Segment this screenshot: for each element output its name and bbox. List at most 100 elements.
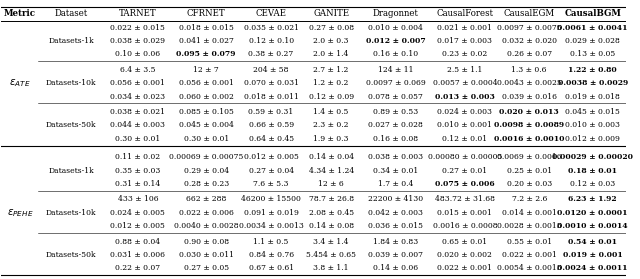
Text: 0.28 ± 0.23: 0.28 ± 0.23 [184,180,229,188]
Text: 6.23 ± 1.92: 6.23 ± 1.92 [568,195,617,203]
Text: 0.0040 ± 0.0028: 0.0040 ± 0.0028 [174,222,239,230]
Text: 0.019 ± 0.001: 0.019 ± 0.001 [563,251,623,259]
Text: 0.27 ± 0.04: 0.27 ± 0.04 [248,167,294,175]
Text: 0.22 ± 0.07: 0.22 ± 0.07 [115,264,161,272]
Text: Datasets-10k: Datasets-10k [46,79,96,87]
Text: 2.0 ± 1.4: 2.0 ± 1.4 [314,50,349,59]
Text: 0.23 ± 0.02: 0.23 ± 0.02 [442,50,488,59]
Text: 0.034 ± 0.023: 0.034 ± 0.023 [110,93,166,101]
Text: 0.021 ± 0.001: 0.021 ± 0.001 [437,24,492,32]
Text: 0.90 ± 0.08: 0.90 ± 0.08 [184,237,228,246]
Text: GANITE: GANITE [313,9,349,18]
Text: 0.018 ± 0.015: 0.018 ± 0.015 [179,24,234,32]
Text: 0.020 ± 0.002: 0.020 ± 0.002 [437,251,492,259]
Text: 0.12 ± 0.09: 0.12 ± 0.09 [308,93,354,101]
Text: 0.0024 ± 0.0011: 0.0024 ± 0.0011 [557,264,628,272]
Text: 0.12 ± 0.01: 0.12 ± 0.01 [442,135,488,143]
Text: 0.00080 ± 0.00005: 0.00080 ± 0.00005 [428,153,502,161]
Text: 78.7 ± 26.8: 78.7 ± 26.8 [308,195,354,203]
Text: 1.2 ± 0.2: 1.2 ± 0.2 [314,79,349,87]
Text: 0.035 ± 0.021: 0.035 ± 0.021 [244,24,299,32]
Text: CEVAE: CEVAE [255,9,287,18]
Text: 0.056 ± 0.001: 0.056 ± 0.001 [111,79,165,87]
Text: $\epsilon_{ATE}$: $\epsilon_{ATE}$ [9,77,31,89]
Text: 0.0097 ± 0.0075: 0.0097 ± 0.0075 [497,24,561,32]
Text: 0.022 ± 0.015: 0.022 ± 0.015 [111,24,165,32]
Text: 0.26 ± 0.07: 0.26 ± 0.07 [507,50,552,59]
Text: 0.59 ± 0.31: 0.59 ± 0.31 [248,108,294,116]
Text: 0.0061 ± 0.0041: 0.0061 ± 0.0041 [557,24,628,32]
Text: 124 ± 11: 124 ± 11 [378,66,413,74]
Text: 0.20 ± 0.03: 0.20 ± 0.03 [507,180,552,188]
Text: 0.55 ± 0.01: 0.55 ± 0.01 [507,237,552,246]
Text: 1.9 ± 0.3: 1.9 ± 0.3 [314,135,349,143]
Text: 0.38 ± 0.27: 0.38 ± 0.27 [248,50,294,59]
Text: 0.060 ± 0.002: 0.060 ± 0.002 [179,93,234,101]
Text: 0.0043 ± 0.0025: 0.0043 ± 0.0025 [497,79,562,87]
Text: 7.2 ± 2.6: 7.2 ± 2.6 [511,195,547,203]
Text: 0.84 ± 0.76: 0.84 ± 0.76 [248,251,294,259]
Text: 46200 ± 15500: 46200 ± 15500 [241,195,301,203]
Text: Datasets-1k: Datasets-1k [48,37,94,45]
Text: 0.017 ± 0.003: 0.017 ± 0.003 [437,37,492,45]
Text: Dataset: Dataset [54,9,88,18]
Text: 0.029 ± 0.028: 0.029 ± 0.028 [565,37,620,45]
Text: 0.34 ± 0.01: 0.34 ± 0.01 [373,167,418,175]
Text: 1.84 ± 0.83: 1.84 ± 0.83 [373,237,418,246]
Text: 0.012 ± 0.009: 0.012 ± 0.009 [565,135,620,143]
Text: 0.030 ± 0.011: 0.030 ± 0.011 [179,251,234,259]
Text: 0.010 ± 0.004: 0.010 ± 0.004 [368,24,423,32]
Text: 0.013 ± 0.003: 0.013 ± 0.003 [435,93,495,101]
Text: 0.88 ± 0.04: 0.88 ± 0.04 [115,237,161,246]
Text: 0.16 ± 0.10: 0.16 ± 0.10 [373,50,418,59]
Text: 0.078 ± 0.057: 0.078 ± 0.057 [368,93,423,101]
Text: 0.35 ± 0.03: 0.35 ± 0.03 [115,167,161,175]
Text: Datasets-10k: Datasets-10k [46,209,96,217]
Text: CFRNET: CFRNET [187,9,225,18]
Text: 0.010 ± 0.003: 0.010 ± 0.003 [565,121,620,129]
Text: 0.019 ± 0.018: 0.019 ± 0.018 [565,93,620,101]
Text: 0.0034 ± 0.0013: 0.0034 ± 0.0013 [239,222,303,230]
Text: 0.085 ± 0.105: 0.085 ± 0.105 [179,108,234,116]
Text: 0.039 ± 0.016: 0.039 ± 0.016 [502,93,557,101]
Text: Datasets-50k: Datasets-50k [46,121,96,129]
Text: 0.14 ± 0.08: 0.14 ± 0.08 [308,222,354,230]
Text: $\epsilon_{PEHE}$: $\epsilon_{PEHE}$ [6,207,33,219]
Text: 0.18 ± 0.01: 0.18 ± 0.01 [568,167,617,175]
Text: 0.31 ± 0.14: 0.31 ± 0.14 [115,180,161,188]
Text: 433 ± 106: 433 ± 106 [118,195,158,203]
Text: 0.044 ± 0.003: 0.044 ± 0.003 [111,121,165,129]
Text: 0.0028 ± 0.0013: 0.0028 ± 0.0013 [497,222,562,230]
Text: 0.056 ± 0.001: 0.056 ± 0.001 [179,79,234,87]
Text: 0.10 ± 0.06: 0.10 ± 0.06 [115,50,161,59]
Text: 0.075 ± 0.006: 0.075 ± 0.006 [435,180,495,188]
Text: 0.036 ± 0.015: 0.036 ± 0.015 [368,222,423,230]
Text: 0.032 ± 0.020: 0.032 ± 0.020 [502,37,557,45]
Text: CausalBGM: CausalBGM [564,9,621,18]
Text: 2.7 ± 1.2: 2.7 ± 1.2 [314,66,349,74]
Text: 1.3 ± 0.6: 1.3 ± 0.6 [511,66,547,74]
Text: CausalForest: CausalForest [436,9,493,18]
Text: 12 ± 7: 12 ± 7 [193,66,219,74]
Text: 0.038 ± 0.029: 0.038 ± 0.029 [111,37,165,45]
Text: Metric: Metric [4,9,36,18]
Text: TARNET: TARNET [119,9,157,18]
Text: 7.6 ± 5.3: 7.6 ± 5.3 [253,180,289,188]
Text: 204 ± 58: 204 ± 58 [253,66,289,74]
Text: 0.0069 ± 0.0016: 0.0069 ± 0.0016 [497,153,561,161]
Text: 0.039 ± 0.007: 0.039 ± 0.007 [368,251,423,259]
Text: 0.0057 ± 0.0004: 0.0057 ± 0.0004 [433,79,497,87]
Text: 0.27 ± 0.01: 0.27 ± 0.01 [442,167,488,175]
Text: 0.29 ± 0.04: 0.29 ± 0.04 [184,167,228,175]
Text: 12 ± 6: 12 ± 6 [318,180,344,188]
Text: 0.0120 ± 0.0001: 0.0120 ± 0.0001 [557,209,628,217]
Text: 5.454 ± 0.65: 5.454 ± 0.65 [306,251,356,259]
Text: 4.34 ± 1.24: 4.34 ± 1.24 [308,167,354,175]
Text: 0.14 ± 0.06: 0.14 ± 0.06 [373,264,418,272]
Text: 0.0016 ± 0.0008: 0.0016 ± 0.0008 [433,222,497,230]
Text: 2.5 ± 1.1: 2.5 ± 1.1 [447,66,483,74]
Text: 0.095 ± 0.079: 0.095 ± 0.079 [177,50,236,59]
Text: 0.014 ± 0.001: 0.014 ± 0.001 [502,209,557,217]
Text: 0.012 ± 0.007: 0.012 ± 0.007 [365,37,426,45]
Text: 0.14 ± 0.04: 0.14 ± 0.04 [308,153,354,161]
